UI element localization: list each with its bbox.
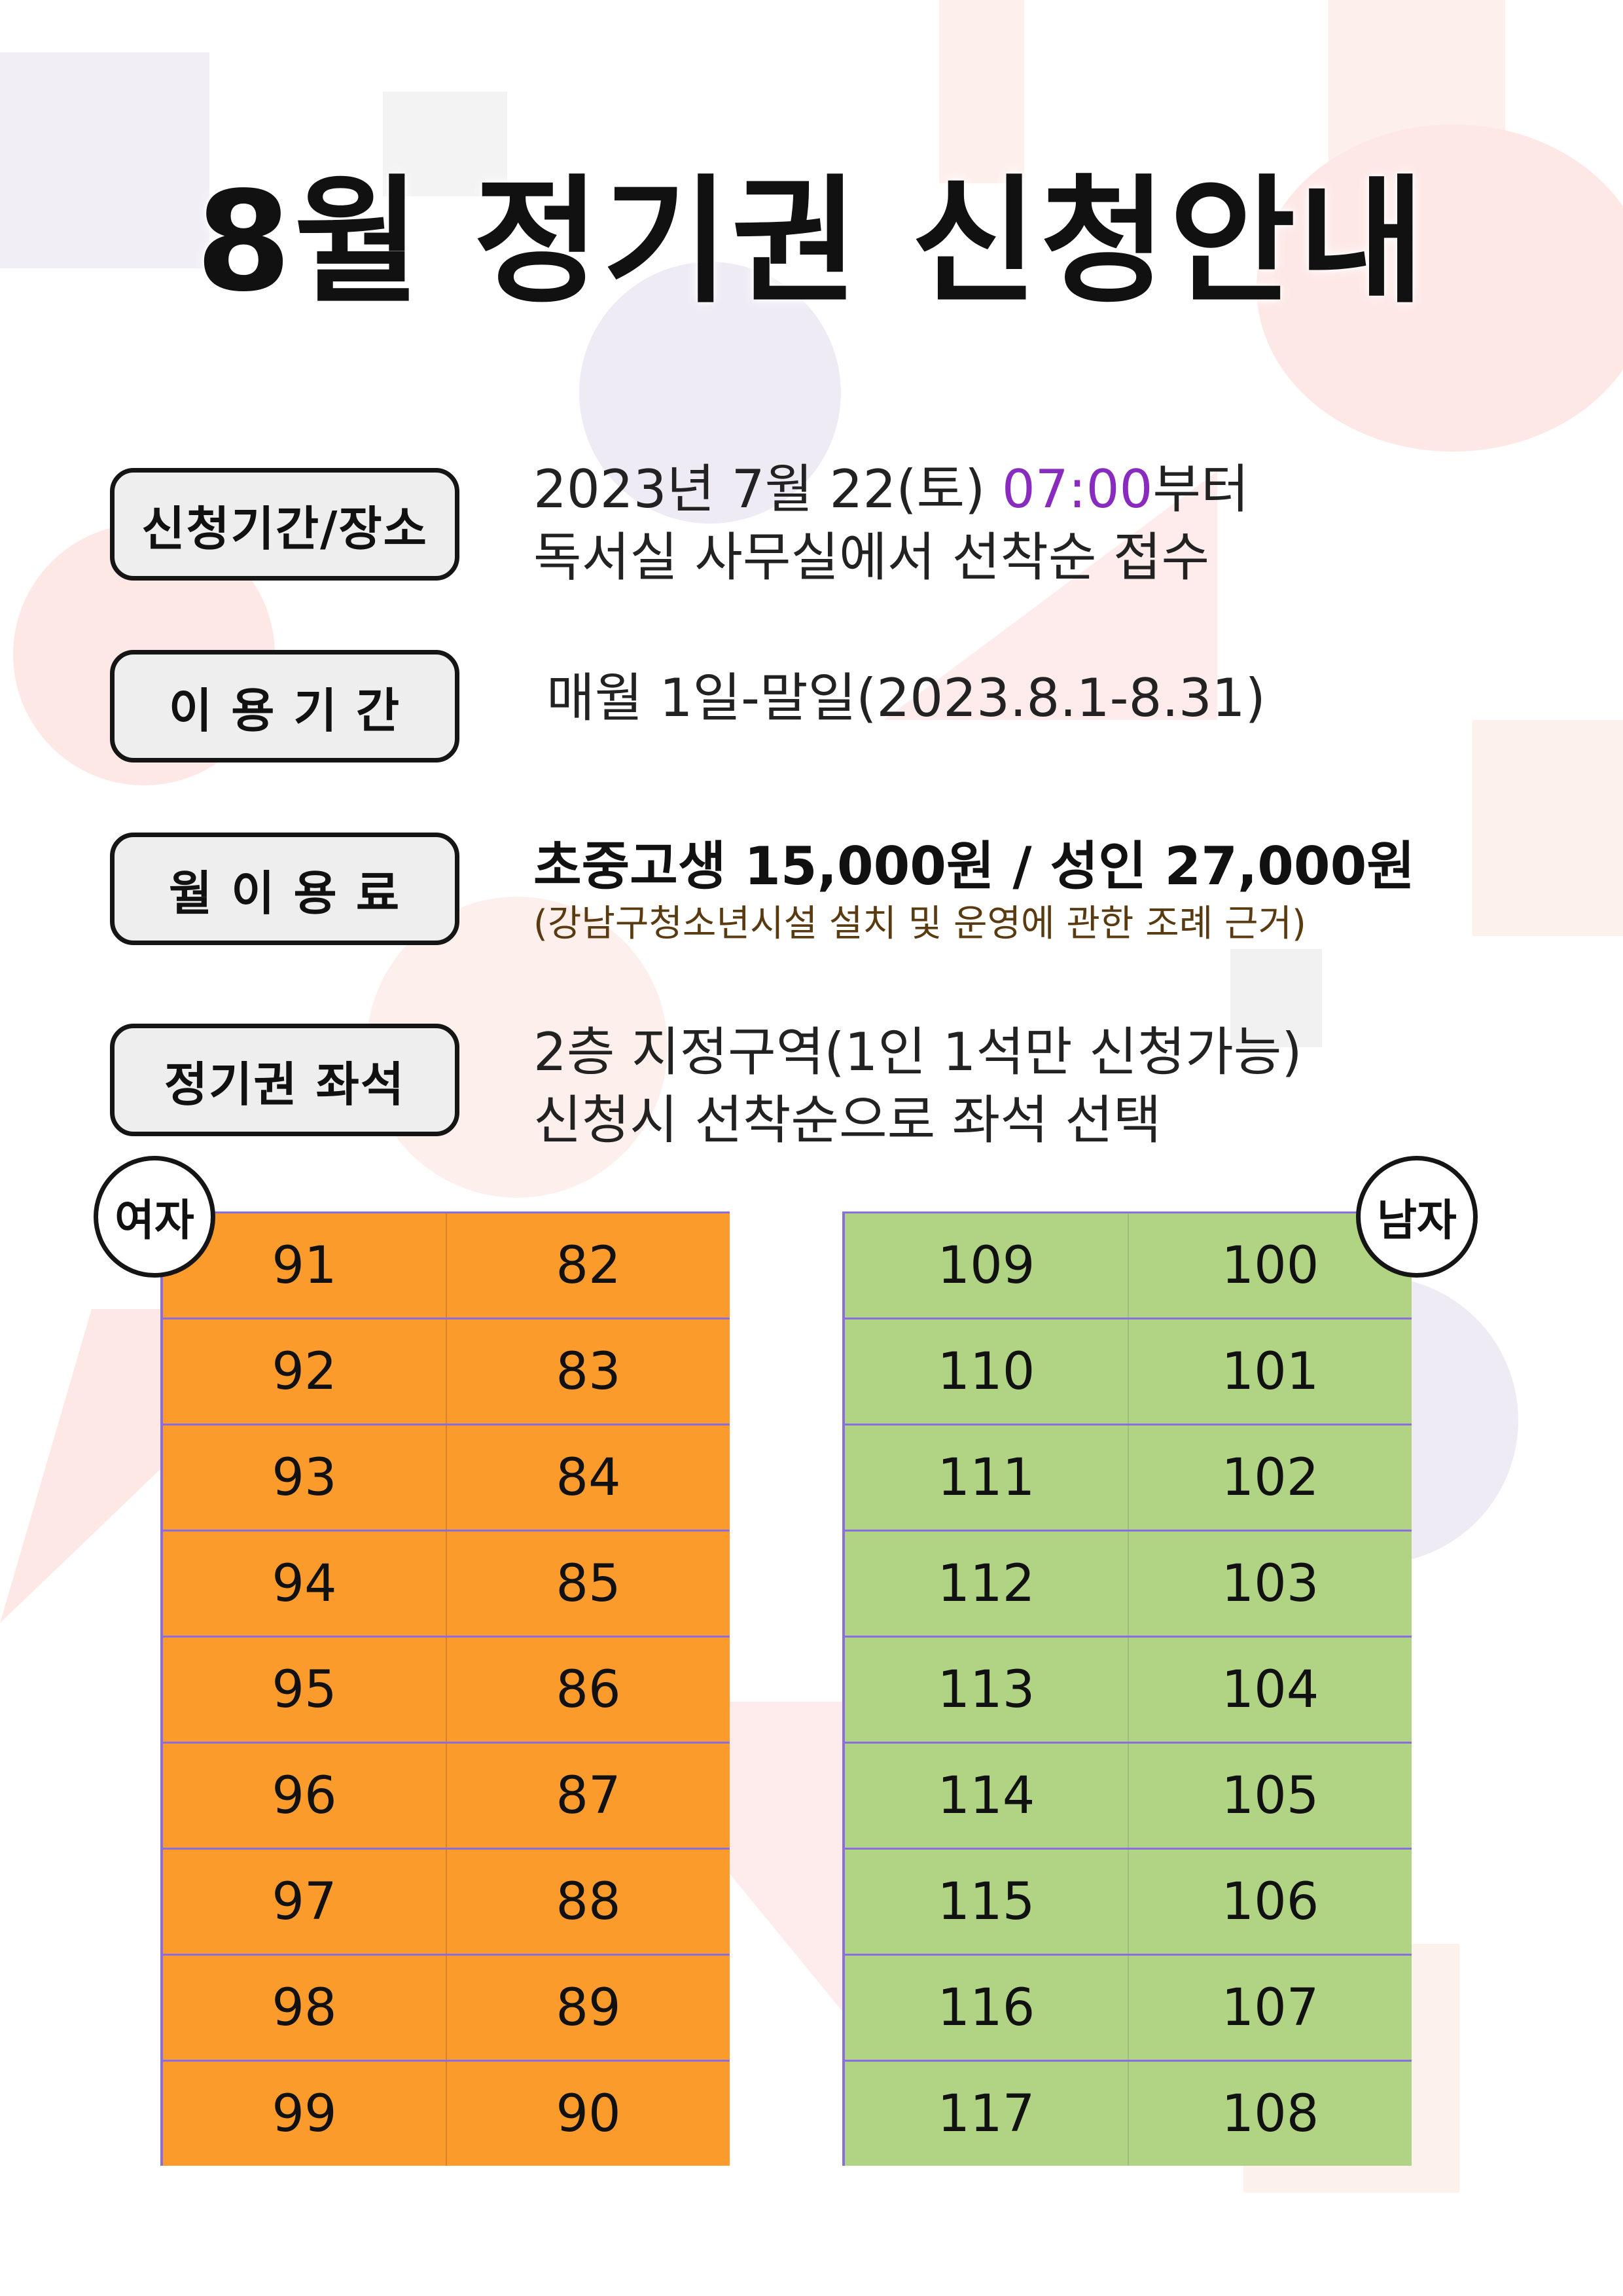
application-date: 2023년 7월 22(토) [533,459,1002,520]
application-from: 부터 [1152,459,1249,520]
label-monthly-fee: 월 이 용 료 [110,833,459,945]
seat-cell: 117 [843,2060,1128,2166]
table-row: 93 84 [161,1424,730,1531]
seat-cell: 83 [446,1318,730,1425]
seat-info: 2층 지정구역(1인 1석만 신청가능) 신청시 선착순으로 좌석 선택 [533,1018,1302,1155]
table-row: 109 100 [843,1211,1412,1319]
seat-cell: 89 [446,1954,730,2061]
application-date-line: 2023년 7월 22(토) 07:00부터 [533,456,1249,524]
usage-period-info: 매월 1일-말일(2023.8.1-8.31) [546,664,1266,732]
seat-cell: 92 [161,1318,446,1425]
seat-cell: 82 [446,1211,730,1319]
table-row: 113 104 [843,1636,1412,1743]
table-row: 117 108 [843,2060,1412,2166]
male-seat-table: 109 100 110 101 111 102 112 103 113 104 114 10… [842,1211,1412,2166]
table-row: 114 105 [843,1742,1412,1849]
table-row: 112 103 [843,1530,1412,1637]
seat-cell: 110 [843,1318,1128,1425]
seat-cell: 113 [843,1636,1128,1743]
seat-cell: 105 [1128,1742,1412,1849]
seat-cell: 106 [1128,1848,1412,1955]
seat-cell: 116 [843,1954,1128,2061]
table-row: 110 101 [843,1318,1412,1425]
application-info: 2023년 7월 22(토) 07:00부터 독서실 사무실에서 선착순 접수 [533,456,1249,592]
table-row: 98 89 [161,1954,730,2061]
seat-cell: 94 [161,1530,446,1637]
seat-selection: 신청시 선착순으로 좌석 선택 [533,1090,1162,1151]
seat-cell: 112 [843,1530,1128,1637]
seat-cell: 88 [446,1848,730,1955]
table-row: 94 85 [161,1530,730,1637]
table-row: 97 88 [161,1848,730,1955]
table-row: 91 82 [161,1211,730,1319]
usage-period: 매월 1일-말일(2023.8.1-8.31) [546,668,1266,728]
table-row: 116 107 [843,1954,1412,2061]
fee-legal-basis: (강남구청소년시설 설치 및 운영에 관한 조례 근거) [533,903,1306,945]
seat-cell: 101 [1128,1318,1412,1425]
application-place: 독서실 사무실에서 선착순 접수 [533,527,1210,588]
seat-cell: 115 [843,1848,1128,1955]
fee-amounts: 초중고생 15,000원 / 성인 27,000원 [533,836,1415,897]
seat-cell: 95 [161,1636,446,1743]
label-seasonal-seats: 정기권 좌석 [110,1024,459,1136]
seat-cell: 109 [843,1211,1128,1319]
table-row: 111 102 [843,1424,1412,1531]
seat-cell: 99 [161,2060,446,2166]
table-row: 92 83 [161,1318,730,1425]
seat-cell: 86 [446,1636,730,1743]
seat-cell: 84 [446,1424,730,1531]
seat-cell: 91 [161,1211,446,1319]
female-seat-table: 91 82 92 83 93 84 94 85 95 86 96 87 97 88 98 89 … [160,1211,730,2166]
label-application-period-place: 신청기간/장소 [110,468,459,581]
seat-cell: 93 [161,1424,446,1531]
table-row: 96 87 [161,1742,730,1849]
seat-cell: 104 [1128,1636,1412,1743]
seat-cell: 102 [1128,1424,1412,1531]
table-row: 95 86 [161,1636,730,1743]
table-row: 115 106 [843,1848,1412,1955]
seat-cell: 90 [446,2060,730,2166]
seat-cell: 96 [161,1742,446,1849]
seat-cell: 114 [843,1742,1128,1849]
seat-cell: 107 [1128,1954,1412,2061]
seat-area: 2층 지정구역(1인 1석만 신청가능) [533,1022,1302,1083]
fee-info: 초중고생 15,000원 / 성인 27,000원 (강남구청소년시설 설치 및… [533,833,1415,948]
seat-cell: 111 [843,1424,1128,1531]
male-badge: 남자 [1356,1156,1478,1278]
seat-cell: 98 [161,1954,446,2061]
seat-cell: 85 [446,1530,730,1637]
female-badge: 여자 [94,1156,215,1278]
seat-cell: 103 [1128,1530,1412,1637]
application-time: 07:00 [1001,459,1153,520]
page-title: 8월 정기권 신청안내 [196,162,1427,322]
table-row: 99 90 [161,2060,730,2166]
seat-cell: 87 [446,1742,730,1849]
seat-cell: 108 [1128,2060,1412,2166]
label-usage-period: 이 용 기 간 [110,650,459,762]
seat-cell: 97 [161,1848,446,1955]
